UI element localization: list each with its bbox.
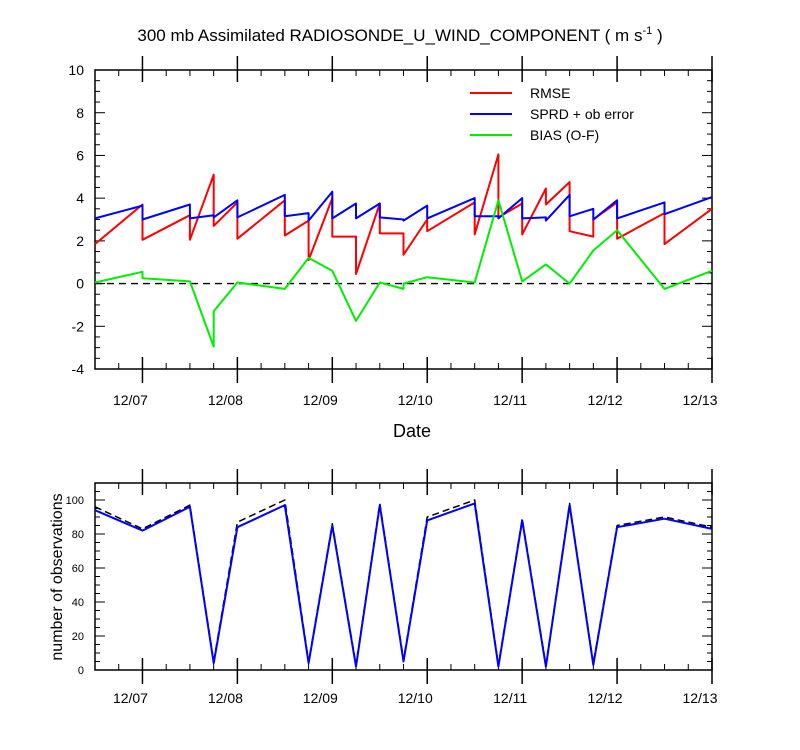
y-tick-label: 60 xyxy=(72,563,84,575)
plot-frame xyxy=(94,482,713,671)
x-tick-label: 12/13 xyxy=(682,690,717,706)
x-tick-label: 12/08 xyxy=(208,392,243,408)
x-tick-label: 12/11 xyxy=(493,392,527,408)
series-line-assimilated xyxy=(94,502,713,668)
x-tick-label: 12/12 xyxy=(588,392,623,408)
x-tick-label: 12/10 xyxy=(398,690,433,706)
series-line-sprd-ob-error xyxy=(94,190,713,222)
y-tick-label: 0 xyxy=(76,276,84,292)
chart-title-end: ) xyxy=(652,26,662,45)
x-tick-label: 12/12 xyxy=(588,690,623,706)
y-tick-label: 2 xyxy=(76,233,84,249)
y-tick-label: 40 xyxy=(72,597,84,609)
y-tick-label: 100 xyxy=(66,495,84,507)
x-tick-label: 12/07 xyxy=(113,392,148,408)
y-tick-label: 4 xyxy=(76,190,84,206)
y-tick-label: 8 xyxy=(76,105,84,121)
chart-title-main: 300 mb Assimilated RADIOSONDE_U_WIND_COM… xyxy=(137,26,642,45)
y-tick-label: -4 xyxy=(72,361,85,377)
top-chart: -4 -2 0 2 4 6 8 10 12/07 12/08 12/09 12/10 12/11 12/1… xyxy=(68,56,718,408)
series-line-rmse xyxy=(94,153,713,275)
legend-label-rmse: RMSE xyxy=(530,85,570,101)
top-chart-xlabel: Date xyxy=(393,421,431,441)
x-tick-label: 12/08 xyxy=(208,690,243,706)
chart-title-superscript: -1 xyxy=(642,25,652,37)
x-tick-label: 12/10 xyxy=(398,392,433,408)
chart-title: 300 mb Assimilated RADIOSONDE_U_WIND_COM… xyxy=(137,25,662,45)
bottom-chart-ylabel: number of observations xyxy=(49,493,66,660)
y-tick-label: 20 xyxy=(72,631,84,643)
y-tick-label: 80 xyxy=(72,529,84,541)
series-line-bias-o-f xyxy=(94,199,713,348)
legend-label-bias-o-f: BIAS (O-F) xyxy=(530,127,599,143)
series-line-possible xyxy=(94,499,713,666)
x-tick-label: 12/09 xyxy=(303,392,338,408)
y-tick-label: 6 xyxy=(76,147,84,163)
y-tick-label: -2 xyxy=(72,318,85,334)
x-tick-label: 12/09 xyxy=(303,690,338,706)
y-tick-label: 0 xyxy=(78,665,84,677)
bottom-chart: 0 20 40 60 80 100 12/07 12/08 12/09 12/10 12/11 12/… xyxy=(66,469,718,706)
legend: RMSE SPRD + ob error BIAS (O-F) xyxy=(470,85,634,143)
y-tick-label: 10 xyxy=(68,62,84,78)
x-tick-label: 12/07 xyxy=(113,690,148,706)
x-tick-label: 12/13 xyxy=(682,392,717,408)
legend-label-sprd-ob-error: SPRD + ob error xyxy=(530,106,634,122)
x-tick-label: 12/11 xyxy=(493,690,527,706)
